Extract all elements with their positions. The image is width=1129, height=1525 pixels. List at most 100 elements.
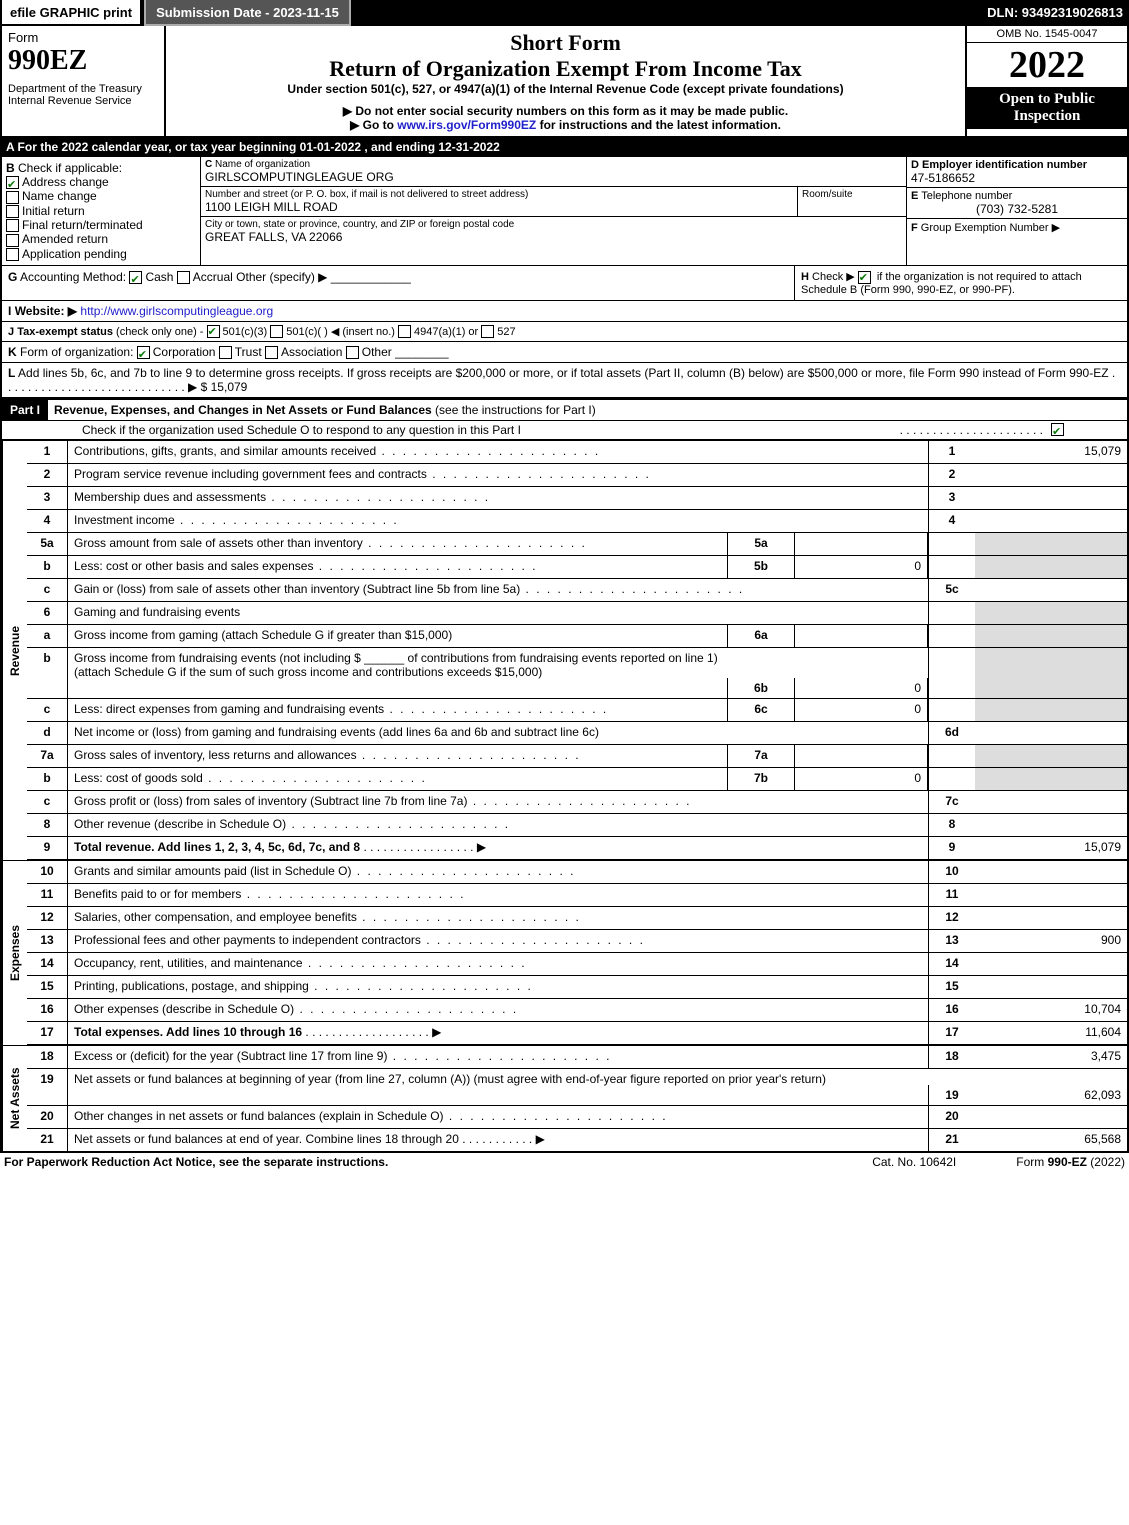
chk-accrual[interactable] <box>177 271 190 284</box>
ln15-desc: Printing, publications, postage, and shi… <box>68 976 928 998</box>
ln8-val <box>975 814 1127 836</box>
form-number: 990EZ <box>8 45 158 77</box>
chk-527[interactable] <box>481 325 494 338</box>
chk-schedule-o[interactable]: ✔ <box>1051 423 1064 436</box>
chk-501c3[interactable]: ✔ <box>207 325 220 338</box>
ln12-val <box>975 907 1127 929</box>
top-bar: efile GRAPHIC print Submission Date - 20… <box>0 0 1129 24</box>
lbl-other-org: Other <box>362 345 392 359</box>
ln6a-gray <box>928 625 975 647</box>
ln14-cell: 14 <box>928 953 975 975</box>
dln: DLN: 93492319026813 <box>987 5 1129 20</box>
chk-4947[interactable] <box>398 325 411 338</box>
chk-initial[interactable] <box>6 205 19 218</box>
ln7a-num: 7a <box>27 745 68 767</box>
ln5b-desc: Less: cost or other basis and sales expe… <box>68 556 727 578</box>
ln3-desc: Membership dues and assessments <box>68 487 928 509</box>
ln1-desc: Contributions, gifts, grants, and simila… <box>68 441 928 463</box>
footer-form: Form 990-EZ (2022) <box>1016 1155 1125 1169</box>
ln6a-num: a <box>27 625 68 647</box>
title-return: Return of Organization Exempt From Incom… <box>170 56 961 82</box>
ln6-desc: Gaming and fundraising events <box>68 602 928 624</box>
chk-corp[interactable]: ✔ <box>137 346 150 359</box>
chk-amended[interactable] <box>6 234 19 247</box>
ln1-cell: 1 <box>928 441 975 463</box>
ln20-num: 20 <box>27 1106 68 1128</box>
k-label: K <box>8 345 17 359</box>
chk-pending[interactable] <box>6 248 19 261</box>
ln5a-sv <box>795 533 928 555</box>
part1-dots: . . . . . . . . . . . . . . . . . . . . … <box>900 423 1043 437</box>
title-short-form: Short Form <box>170 30 961 56</box>
ln10-num: 10 <box>27 861 68 883</box>
ln20-val <box>975 1106 1127 1128</box>
tax-year: 2022 <box>967 43 1127 87</box>
chk-final[interactable] <box>6 219 19 232</box>
l-label: L <box>8 366 15 380</box>
subtitle-section: Under section 501(c), 527, or 4947(a)(1)… <box>170 82 961 96</box>
irs-link[interactable]: www.irs.gov/Form990EZ <box>397 118 536 132</box>
inspection-box: Open to Public Inspection <box>967 87 1127 129</box>
ln14-num: 14 <box>27 953 68 975</box>
ln19-val: 62,093 <box>975 1085 1127 1105</box>
j-sub: (check only one) - <box>116 326 203 338</box>
ln6a-sv <box>795 625 928 647</box>
ln6c-gray <box>928 699 975 721</box>
chk-501c[interactable] <box>270 325 283 338</box>
chk-cash[interactable]: ✔ <box>129 271 142 284</box>
ln6-grayv <box>975 602 1127 624</box>
lbl-4947: 4947(a)(1) or <box>414 326 478 338</box>
ln10-desc: Grants and similar amounts paid (list in… <box>68 861 928 883</box>
ln16-val: 10,704 <box>975 999 1127 1021</box>
ln6a-sn: 6a <box>727 625 795 647</box>
l-text: Add lines 5b, 6c, and 7b to line 9 to de… <box>18 366 1109 380</box>
form-header: Form 990EZ Department of the Treasury In… <box>2 26 1127 138</box>
ln6d-desc: Net income or (loss) from gaming and fun… <box>68 722 928 744</box>
line-a: A For the 2022 calendar year, or tax yea… <box>2 138 1127 157</box>
footer-pra: For Paperwork Reduction Act Notice, see … <box>4 1155 388 1169</box>
website-link[interactable]: http://www.girlscomputingleague.org <box>80 304 273 318</box>
ln1-val: 15,079 <box>975 441 1127 463</box>
lbl-accrual: Accrual <box>193 270 233 284</box>
ln18-num: 18 <box>27 1046 68 1068</box>
chk-trust[interactable] <box>219 346 232 359</box>
ln5b-gray <box>928 556 975 578</box>
ln5a-sn: 5a <box>727 533 795 555</box>
chk-name[interactable] <box>6 191 19 204</box>
lbl-assoc: Association <box>281 345 342 359</box>
ln7a-grayv <box>975 745 1127 767</box>
lbl-501c3: 501(c)(3) <box>223 326 268 338</box>
ln4-cell: 4 <box>928 510 975 532</box>
lbl-other-method: Other (specify) ▶ <box>236 270 327 284</box>
chk-other-org[interactable] <box>346 346 359 359</box>
ln2-desc: Program service revenue including govern… <box>68 464 928 486</box>
ln7c-cell: 7c <box>928 791 975 813</box>
section-bcdef: B Check if applicable: ✔Address change N… <box>2 157 1127 265</box>
b-label: B Check if applicable: <box>6 161 196 175</box>
ln18-desc: Excess or (deficit) for the year (Subtra… <box>68 1046 928 1068</box>
part1-check-text: Check if the organization used Schedule … <box>82 423 900 437</box>
chk-h[interactable]: ✔ <box>858 271 871 284</box>
ln16-num: 16 <box>27 999 68 1021</box>
ln5b-sn: 5b <box>727 556 795 578</box>
ln6a-desc: Gross income from gaming (attach Schedul… <box>68 625 727 647</box>
expenses-label: Expenses <box>2 861 27 1045</box>
ln6c-sv: 0 <box>795 699 928 721</box>
ln6c-num: c <box>27 699 68 721</box>
e-label: E <box>911 190 918 202</box>
part1-title: Revenue, Expenses, and Changes in Net As… <box>48 400 602 420</box>
ln5a-num: 5a <box>27 533 68 555</box>
ln11-val <box>975 884 1127 906</box>
ln6d-num: d <box>27 722 68 744</box>
ein-value: 47-5186652 <box>911 171 1123 185</box>
lbl-initial: Initial return <box>22 204 85 218</box>
lbl-pending: Application pending <box>22 247 127 261</box>
j-text: Tax-exempt status <box>17 326 113 338</box>
ln10-val <box>975 861 1127 883</box>
ln6b-desc: Gross income from fundraising events (no… <box>68 648 727 698</box>
chk-assoc[interactable] <box>265 346 278 359</box>
l-amount: $ 15,079 <box>201 380 248 394</box>
chk-address[interactable]: ✔ <box>6 176 19 189</box>
ln17-val: 11,604 <box>975 1022 1127 1044</box>
ln7b-gray <box>928 768 975 790</box>
